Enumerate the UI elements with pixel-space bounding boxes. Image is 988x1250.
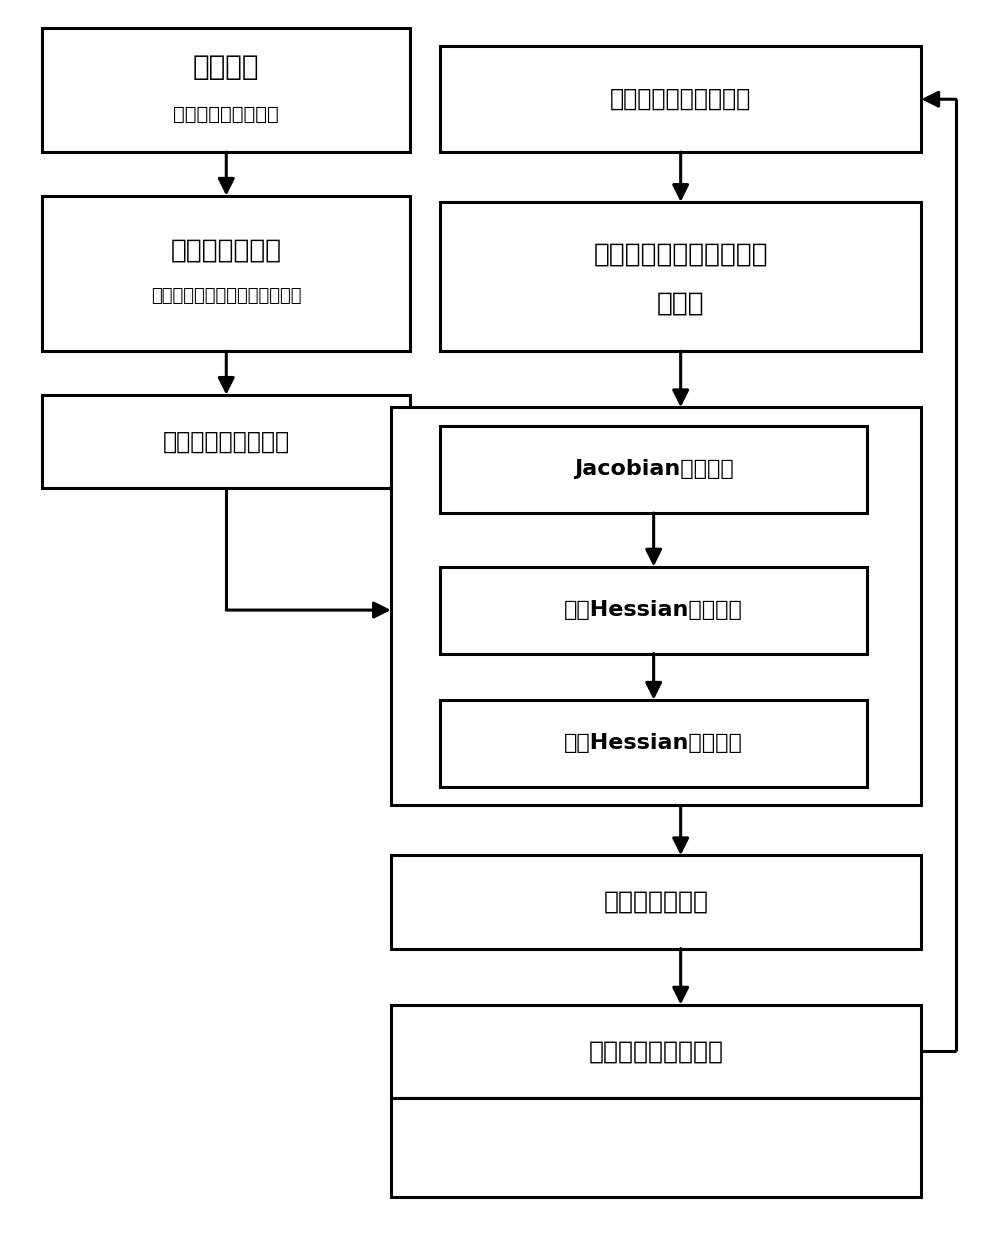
Text: 二阶Hessian符号矩阵: 二阶Hessian符号矩阵 <box>564 600 743 620</box>
Bar <box>391 1098 922 1198</box>
Text: （求取潮流计算解）: （求取潮流计算解） <box>174 105 280 124</box>
Text: 三阶Hessian符号矩阵: 三阶Hessian符号矩阵 <box>564 734 743 754</box>
Text: 收缩电网络方程的状态方: 收缩电网络方程的状态方 <box>594 241 768 268</box>
Text: 状态方程数值解分析: 状态方程数值解分析 <box>589 1039 723 1064</box>
Bar <box>440 202 922 351</box>
Text: Jacobian符号矩阵: Jacobian符号矩阵 <box>574 460 733 480</box>
Bar <box>42 28 410 152</box>
Text: 形成状态方程初始解: 形成状态方程初始解 <box>163 430 289 454</box>
Text: 潮流计算: 潮流计算 <box>193 54 260 81</box>
Text: 发电机节点处理: 发电机节点处理 <box>171 238 282 264</box>
Bar <box>391 855 922 949</box>
Bar <box>440 700 867 786</box>
Bar <box>440 46 922 152</box>
Text: 增益系数设定（调节）: 增益系数设定（调节） <box>610 88 751 111</box>
Bar <box>440 566 867 654</box>
Text: 程推导: 程推导 <box>657 291 704 318</box>
Bar <box>391 1005 922 1098</box>
Bar <box>42 395 410 488</box>
Text: （求取各发电机机端电流电压）: （求取各发电机机端电流电压） <box>151 286 301 305</box>
Text: 状态方程数值解: 状态方程数值解 <box>604 890 708 914</box>
Bar <box>391 408 922 805</box>
Bar <box>42 196 410 351</box>
Bar <box>440 426 867 512</box>
